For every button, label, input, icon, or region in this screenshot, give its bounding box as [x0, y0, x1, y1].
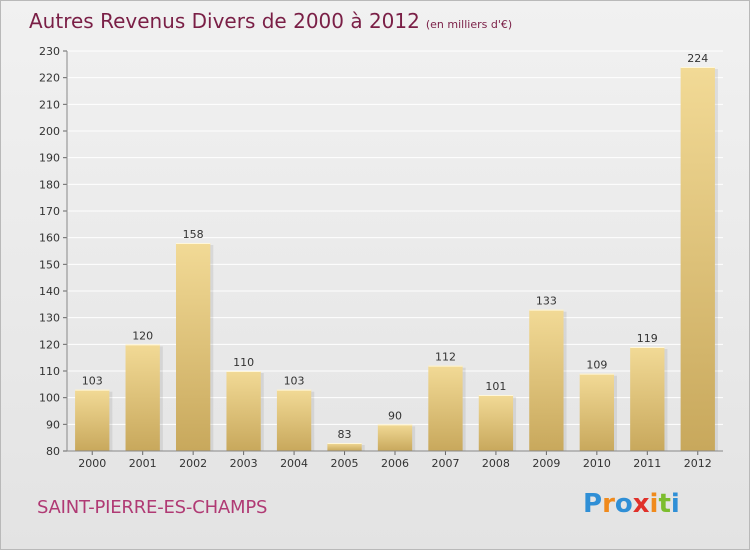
data-label: 101: [485, 380, 506, 393]
logo-letter: i: [670, 489, 680, 519]
chart-title-text: Autres Revenus Divers de 2000 à 2012: [29, 9, 420, 33]
bar: [529, 309, 564, 451]
data-label: 158: [183, 228, 204, 241]
x-tick-label: 2000: [78, 457, 106, 470]
y-tick-label: 140: [39, 285, 60, 298]
x-tick-label: 2012: [684, 457, 712, 470]
y-tick-label: 100: [39, 392, 60, 405]
y-tick-label: 190: [39, 152, 60, 165]
bar: [579, 373, 615, 451]
x-tick-label: 2011: [633, 457, 661, 470]
x-tick-label: 2005: [331, 457, 359, 470]
bar: [75, 389, 110, 451]
x-tick-label: 2001: [129, 457, 157, 470]
bar: [226, 371, 261, 451]
x-tick-label: 2007: [431, 457, 459, 470]
bar: [327, 443, 362, 451]
bar: [630, 347, 665, 451]
data-label: 90: [388, 409, 402, 422]
bar: [428, 365, 463, 451]
x-tick-label: 2010: [583, 457, 611, 470]
proxiti-logo[interactable]: Proxiti: [583, 489, 680, 519]
bars: [75, 67, 718, 451]
chart-title: Autres Revenus Divers de 2000 à 2012 (en …: [29, 9, 512, 33]
y-tick-label: 210: [39, 98, 60, 111]
data-label: 83: [338, 428, 352, 441]
logo-letter: r: [602, 489, 615, 519]
bar: [125, 344, 160, 451]
chart-unit: (en milliers d'€): [425, 18, 513, 31]
x-tick-label: 2009: [532, 457, 560, 470]
bar: [175, 243, 211, 451]
commune-name: SAINT-PIERRE-ES-CHAMPS: [37, 497, 268, 518]
logo-letter: i: [649, 489, 659, 519]
y-tick-label: 160: [39, 232, 60, 245]
data-label: 110: [233, 356, 254, 369]
data-label: 133: [536, 295, 557, 308]
y-tick-label: 230: [39, 45, 60, 58]
x-tick-label: 2004: [280, 457, 308, 470]
y-tick-label: 220: [39, 72, 60, 85]
y-tick-label: 120: [39, 338, 60, 351]
data-label: 112: [435, 351, 456, 364]
bar: [478, 395, 514, 451]
y-tick-label: 80: [46, 445, 60, 458]
data-label: 109: [586, 359, 607, 372]
data-label: 103: [82, 375, 103, 388]
logo-letter: o: [614, 489, 633, 519]
x-tick-label: 2008: [482, 457, 510, 470]
x-tick-label: 2006: [381, 457, 409, 470]
y-tick-label: 180: [39, 178, 60, 191]
y-tick-label: 130: [39, 312, 60, 325]
bar: [377, 424, 413, 451]
logo-letter: t: [658, 489, 671, 519]
data-labels: 103 120 158 110 103 83 90 112 101 133 109 119 224: [82, 52, 709, 441]
bar: [276, 389, 312, 451]
data-label: 224: [687, 52, 708, 65]
y-tick-label: 150: [39, 258, 60, 271]
data-label: 103: [284, 375, 305, 388]
y-tick-label: 110: [39, 365, 60, 378]
data-label: 120: [132, 329, 153, 342]
x-tick-label: 2002: [179, 457, 207, 470]
y-tick-label: 90: [46, 418, 60, 431]
logo-letter: x: [632, 489, 650, 519]
y-tick-label: 170: [39, 205, 60, 218]
bar: [680, 67, 715, 451]
x-tick-label: 2003: [230, 457, 258, 470]
y-tick-label: 200: [39, 125, 60, 138]
data-label: 119: [637, 332, 658, 345]
logo-letter: P: [583, 489, 603, 519]
y-axis-labels: 80 90 100 110 120 130 140 150 160 170 180 190 200 210…: [39, 45, 60, 458]
x-axis-labels: 2000 2001 2002 2003 2004 2005 2006 2007 2008 2009…: [78, 451, 712, 470]
